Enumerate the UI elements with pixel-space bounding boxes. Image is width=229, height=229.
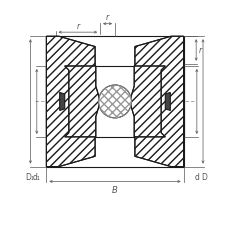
Text: d: d — [194, 172, 199, 181]
Polygon shape — [64, 67, 100, 137]
Polygon shape — [165, 93, 170, 111]
Circle shape — [98, 86, 131, 118]
Text: r: r — [76, 22, 79, 31]
Text: r: r — [106, 13, 109, 22]
Polygon shape — [134, 37, 183, 167]
Text: r: r — [198, 46, 201, 55]
Polygon shape — [129, 67, 165, 137]
Text: D: D — [200, 172, 206, 181]
Text: r: r — [133, 116, 136, 125]
Polygon shape — [46, 37, 95, 167]
Polygon shape — [59, 93, 64, 111]
Text: d₁: d₁ — [33, 172, 41, 181]
Text: D₁: D₁ — [25, 172, 34, 181]
Text: B: B — [112, 185, 117, 194]
